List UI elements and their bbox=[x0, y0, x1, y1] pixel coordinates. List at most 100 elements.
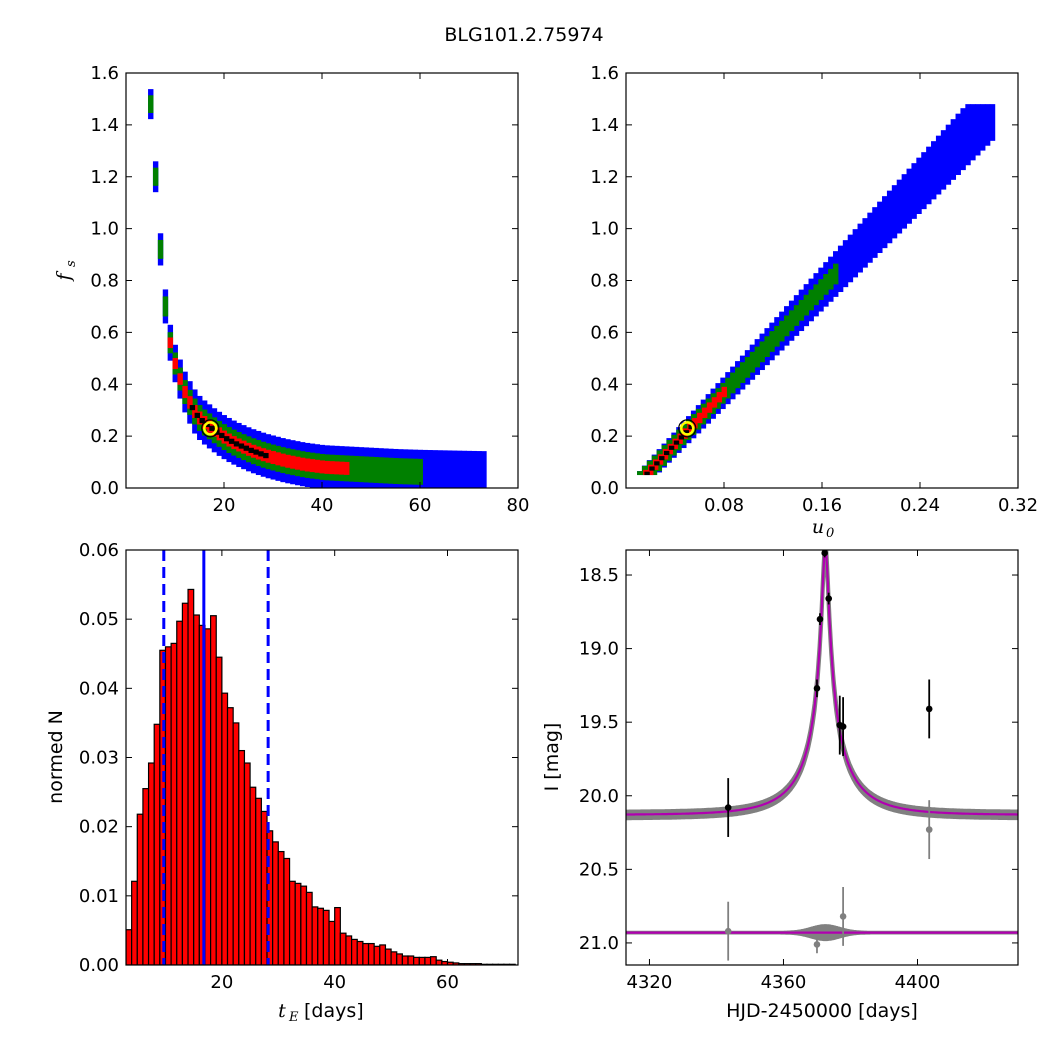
histogram-bar bbox=[367, 942, 375, 965]
heatmap-cell-mid bbox=[373, 457, 379, 483]
histogram-bar bbox=[413, 956, 420, 965]
heatmap-cell-core bbox=[214, 429, 220, 435]
heatmap-cell-inner bbox=[716, 392, 723, 403]
data-point bbox=[724, 804, 732, 811]
heatmap-cell-core bbox=[659, 456, 665, 461]
y-tick-label: 0.4 bbox=[590, 374, 619, 395]
histogram-bar bbox=[345, 935, 353, 965]
histogram-bar bbox=[153, 723, 161, 965]
x-tick-label: 40 bbox=[311, 495, 334, 516]
heatmap-cell-inner bbox=[167, 337, 174, 349]
y-axis-label: I [mag] bbox=[541, 723, 563, 792]
histogram-bar bbox=[243, 762, 251, 965]
heatmap-cell-inner bbox=[339, 461, 345, 475]
heatmap-cell-core bbox=[688, 424, 694, 430]
best-fit-marker bbox=[203, 421, 218, 436]
x-tick-label: 4320 bbox=[627, 972, 673, 993]
heatmap-cell-mid bbox=[759, 341, 765, 363]
heatmap-cell-core bbox=[199, 417, 205, 424]
x-tick-label: 40 bbox=[323, 972, 346, 993]
y-tick-label: 0.8 bbox=[90, 271, 119, 292]
histogram-bar bbox=[277, 850, 285, 965]
y-tick-label: 19.5 bbox=[579, 712, 619, 733]
histogram-bar bbox=[176, 620, 184, 965]
x-tick-label: 20 bbox=[213, 495, 236, 516]
y-tick-label: 0.0 bbox=[90, 478, 119, 499]
x-tick-label: 4400 bbox=[895, 972, 941, 993]
heatmap-cells bbox=[148, 89, 487, 488]
panel-lightcurve: 4320 4360 4400 18.5 19.0 19.5 20.0 20.5 21.0 HJD-… bbox=[541, 549, 1019, 1022]
best-fit-marker bbox=[680, 421, 695, 436]
model-curve bbox=[626, 550, 1018, 816]
histogram-bar bbox=[407, 955, 415, 965]
heatmap-cell-mid bbox=[739, 362, 746, 383]
y-tick-label: 1.6 bbox=[590, 63, 619, 84]
heatmap-cell-core bbox=[243, 445, 249, 451]
residual-point bbox=[724, 927, 732, 935]
heatmap-cell-core bbox=[253, 449, 259, 455]
x-tick-label: 60 bbox=[436, 972, 459, 993]
x-tick-label: 20 bbox=[210, 972, 233, 993]
heatmap-cell-core bbox=[224, 436, 230, 442]
histogram-bar bbox=[288, 880, 296, 965]
heatmap-cell-mid bbox=[725, 377, 731, 399]
heatmap-cell-mid bbox=[735, 367, 741, 389]
heatmap-cell-inner bbox=[334, 461, 340, 475]
heatmap-cell-inner bbox=[177, 373, 183, 385]
y-tick-label: 0.03 bbox=[79, 748, 119, 769]
heatmap-cell-inner bbox=[711, 397, 718, 408]
y-tick-label: 0.2 bbox=[590, 426, 619, 447]
heatmap-cell-inner bbox=[706, 402, 713, 413]
heatmap-cell-outer bbox=[911, 163, 917, 219]
heatmap-cell-core bbox=[668, 445, 675, 450]
histogram-bar bbox=[384, 948, 392, 965]
y-tick-label: 0.06 bbox=[79, 540, 119, 561]
heatmap-cell-mid bbox=[157, 239, 164, 259]
heatmap-cell-core bbox=[248, 447, 254, 453]
y-axis-label-group: normed N bbox=[45, 710, 67, 804]
heatmap-cell-inner bbox=[701, 407, 708, 418]
y-tick-label: 0.01 bbox=[79, 886, 119, 907]
heatmap-cell-inner bbox=[295, 456, 301, 470]
best-fit-marker-outline bbox=[678, 419, 697, 438]
histogram-bar bbox=[131, 880, 138, 965]
histogram-bar bbox=[379, 944, 387, 965]
best-fit-marker-outline bbox=[201, 419, 220, 438]
y-tick-label: 1.2 bbox=[90, 167, 119, 188]
heatmap-cell-outer bbox=[867, 212, 873, 263]
y-tick-label: 1.0 bbox=[90, 219, 119, 240]
y-tick-label: 0.4 bbox=[90, 374, 119, 395]
histogram-bar bbox=[147, 762, 155, 965]
panel-fs-vs-te: 20 40 60 80 0.0 0.2 0.4 0.6 0.8 1.0 1.2 1.4 1.6 fs bbox=[53, 63, 529, 516]
heatmap-cells bbox=[637, 104, 996, 476]
histogram-bar bbox=[210, 615, 217, 965]
heatmap-cell-core bbox=[683, 430, 689, 435]
heatmap-cell-mid bbox=[348, 455, 355, 482]
heatmap-cell-core bbox=[194, 412, 200, 418]
histogram-bar bbox=[193, 614, 200, 965]
heatmap-cell-outer bbox=[862, 218, 868, 268]
x-axis-label: HJD-2450000 [days] bbox=[726, 1000, 918, 1022]
heatmap-cell-mid bbox=[152, 167, 159, 186]
heatmap-cell-mid bbox=[378, 457, 384, 484]
heatmap-cell-core bbox=[228, 438, 235, 444]
heatmap-cell-core bbox=[649, 466, 655, 471]
heatmap-cell-outer bbox=[471, 450, 477, 488]
heatmap-cell-inner bbox=[275, 452, 281, 466]
heatmap-cell-outer bbox=[847, 234, 854, 283]
heatmap-cell-mid bbox=[744, 357, 751, 378]
heatmap-cell-mid bbox=[358, 456, 365, 483]
histogram-bar bbox=[142, 788, 150, 965]
y-tick-label: 21.0 bbox=[579, 933, 619, 954]
histogram-bar bbox=[204, 628, 212, 965]
heatmap-cell-inner bbox=[299, 457, 306, 471]
x-axis-label-subscript: E bbox=[288, 1010, 299, 1025]
heatmap-cell-outer bbox=[916, 157, 922, 214]
heatmap-cell-outer bbox=[466, 450, 472, 488]
heatmap-cell-inner bbox=[721, 386, 727, 398]
heatmap-cell-outer bbox=[877, 201, 883, 254]
heatmap-cell-mid bbox=[407, 458, 414, 485]
histogram-bar bbox=[401, 955, 409, 965]
heatmap-cell-outer bbox=[451, 450, 458, 488]
heatmap-cell-outer bbox=[427, 450, 433, 488]
